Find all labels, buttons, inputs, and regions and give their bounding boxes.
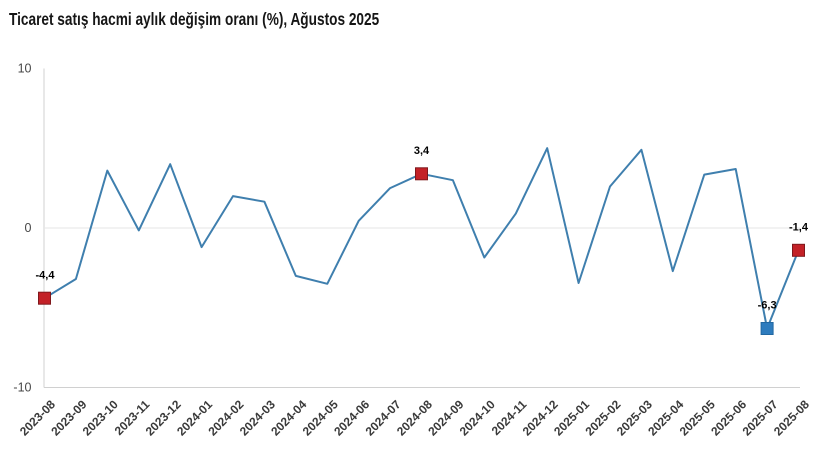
svg-text:-1,4: -1,4 bbox=[789, 221, 809, 233]
svg-text:2025-08: 2025-08 bbox=[771, 397, 812, 438]
svg-text:10: 10 bbox=[18, 62, 32, 76]
svg-text:-10: -10 bbox=[13, 381, 31, 395]
svg-text:-4,4: -4,4 bbox=[36, 269, 56, 281]
svg-text:3,4: 3,4 bbox=[414, 145, 430, 157]
svg-text:-6,3: -6,3 bbox=[758, 300, 777, 312]
svg-text:0: 0 bbox=[25, 221, 32, 235]
